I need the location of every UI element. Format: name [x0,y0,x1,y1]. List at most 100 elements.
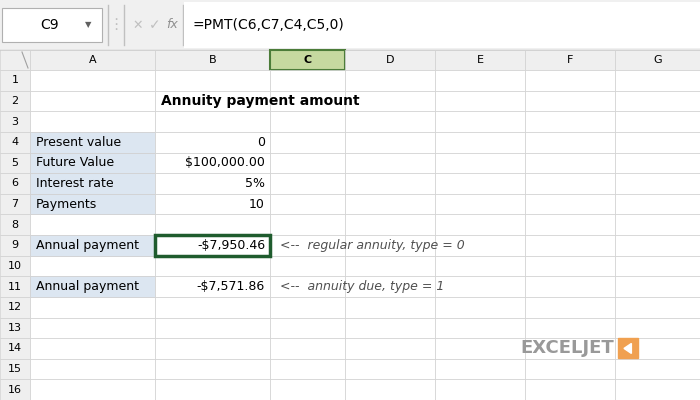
Bar [30,379,155,400]
Bar [615,194,700,214]
Bar [155,379,270,400]
Text: 16: 16 [8,385,22,395]
Text: 11: 11 [8,282,22,292]
Bar [435,50,525,70]
Bar [435,379,525,400]
Bar [345,359,435,379]
Bar [155,194,270,214]
Bar [30,91,155,111]
Bar [435,256,525,276]
Text: fx: fx [166,18,178,32]
Bar [345,297,435,318]
Bar [270,91,345,111]
Bar [270,214,345,235]
Bar [270,338,345,359]
Bar [155,70,270,91]
Bar [618,338,638,358]
Bar [435,318,525,338]
Bar [155,276,270,297]
Text: ⋮: ⋮ [108,18,124,32]
Text: 7: 7 [11,199,19,209]
Bar [270,70,345,91]
Bar [615,111,700,132]
Bar [615,318,700,338]
Bar [30,235,155,256]
Bar [0,111,30,132]
Bar [0,338,30,359]
Bar [345,379,435,400]
Bar [525,111,615,132]
Bar [0,91,30,111]
Text: 9: 9 [11,240,19,250]
Text: Future Value: Future Value [36,156,114,169]
Text: Interest rate: Interest rate [36,177,113,190]
Text: $100,000.00: $100,000.00 [185,156,265,169]
Bar [155,338,270,359]
Text: 5: 5 [11,158,18,168]
Bar [525,70,615,91]
Bar [155,173,270,194]
Bar [525,214,615,235]
Polygon shape [624,344,631,354]
Bar [345,276,435,297]
Bar [270,235,345,256]
Text: ▼: ▼ [85,20,91,30]
Text: A: A [89,55,97,65]
Text: D: D [386,55,394,65]
Bar [0,256,30,276]
Bar [30,276,155,297]
Bar [30,132,155,152]
Bar [30,297,155,318]
Text: 8: 8 [11,220,19,230]
Bar [155,132,270,152]
Bar [0,70,30,91]
Bar [155,297,270,318]
Bar [525,256,615,276]
Bar [30,132,155,152]
Bar [0,276,30,297]
Text: 15: 15 [8,364,22,374]
Text: 3: 3 [11,116,18,126]
Bar [615,70,700,91]
Bar [30,318,155,338]
Bar [0,359,30,379]
Bar [0,194,30,214]
Bar [435,214,525,235]
Bar [525,173,615,194]
Bar [270,194,345,214]
Text: -$7,950.46: -$7,950.46 [197,239,265,252]
Text: 14: 14 [8,344,22,354]
Text: <--  annuity due, type = 1: <-- annuity due, type = 1 [280,280,444,293]
Bar [270,50,345,70]
Bar [30,50,155,70]
Text: ✕: ✕ [133,18,144,32]
Bar [30,359,155,379]
Text: E: E [477,55,484,65]
Bar [155,152,270,173]
Text: ✓: ✓ [149,18,161,32]
Bar [345,132,435,152]
Bar [155,214,270,235]
Bar [30,70,155,91]
Bar [435,194,525,214]
Bar [525,152,615,173]
Bar [270,256,345,276]
Bar [270,111,345,132]
Text: EXCELJET: EXCELJET [520,340,614,358]
Bar [30,152,155,173]
Bar [615,91,700,111]
Bar [0,379,30,400]
Bar [615,256,700,276]
Bar [525,91,615,111]
Bar [30,152,155,173]
Bar [155,111,270,132]
Bar [0,132,30,152]
Bar [525,379,615,400]
Bar [30,214,155,235]
Bar [30,194,155,214]
Bar [345,318,435,338]
Bar [155,276,270,297]
Bar [345,50,435,70]
Bar [30,256,155,276]
Bar [0,50,30,70]
